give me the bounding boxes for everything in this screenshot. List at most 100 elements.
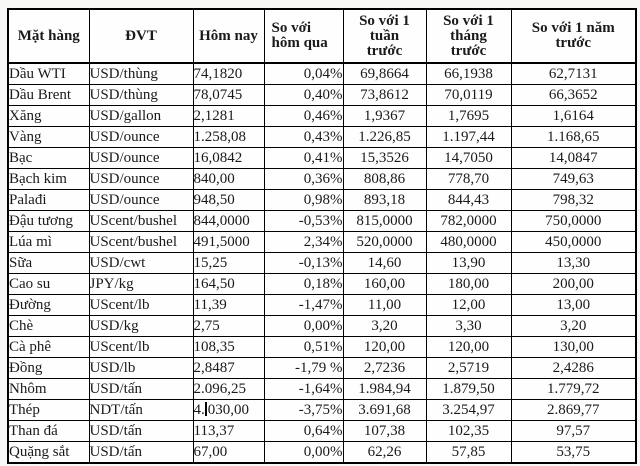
cell-commodity: Sữa — [7, 252, 90, 274]
cell-commodity: Quặng sắt — [7, 441, 90, 464]
cell-vs-yesterday: -0,13% — [263, 252, 344, 274]
cell-vs-month: 14,7050 — [425, 147, 512, 169]
table-row: Palađi USD/ounce 948,50 0,98% 893,18 844,43 79… — [7, 189, 637, 211]
cell-unit: USD/ounce — [88, 126, 194, 148]
cell-vs-year: 798,32 — [510, 189, 637, 211]
cell-vs-month: 1.879,50 — [425, 378, 512, 400]
table-row: Xăng USD/gallon 2,1281 0,46% 1,9367 1,7695 1,6… — [7, 105, 637, 127]
cell-vs-year: 66,3652 — [510, 84, 637, 106]
cell-vs-month: 2,5719 — [425, 357, 512, 379]
cell-vs-month: 70,0119 — [425, 84, 512, 106]
cell-unit: USD/thùng — [88, 62, 194, 85]
cell-today: 74,1820 — [192, 62, 265, 85]
table-row: Bạc USD/ounce 16,0842 0,41% 15,3526 14,7050 14… — [7, 147, 637, 169]
cell-unit: USD/tấn — [88, 420, 194, 442]
cell-vs-week: 3,20 — [342, 315, 427, 337]
cell-vs-yesterday: 0,04% — [263, 62, 344, 85]
cell-commodity: Vàng — [7, 126, 90, 148]
column-header-today: Hôm nay — [192, 8, 265, 64]
cell-vs-week: 11,00 — [342, 294, 427, 316]
cell-vs-week: 1,9367 — [342, 105, 427, 127]
table-row: Nhôm USD/tấn 2.096,25 -1,64% 1.984,94 1.879,5… — [7, 378, 637, 400]
cell-vs-month: 1,7695 — [425, 105, 512, 127]
cell-vs-yesterday: 0,00% — [263, 315, 344, 337]
cell-vs-yesterday: -1,79 % — [263, 357, 344, 379]
cell-unit: USD/cwt — [88, 252, 194, 274]
table-row: Cao su JPY/kg 164,50 0,18% 160,00 180,00 200,0… — [7, 273, 637, 295]
cell-unit: USD/tấn — [88, 378, 194, 400]
column-header-vs-year: So với 1 năm trước — [510, 8, 637, 64]
cell-vs-year: 1.168,65 — [510, 126, 637, 148]
cell-vs-month: 480,0000 — [425, 231, 512, 253]
cell-unit: USD/tấn — [88, 441, 194, 464]
cell-unit: UScent/lb — [88, 294, 194, 316]
cell-today: 78,0745 — [192, 84, 265, 106]
cell-vs-year: 450,0000 — [510, 231, 637, 253]
cell-vs-year: 750,0000 — [510, 210, 637, 232]
cell-vs-month: 1.197,44 — [425, 126, 512, 148]
cell-vs-year: 53,75 — [510, 441, 637, 464]
cell-vs-yesterday: 0,40% — [263, 84, 344, 106]
cell-unit: UScent/lb — [88, 336, 194, 358]
cell-vs-month: 57,85 — [425, 441, 512, 464]
cell-vs-yesterday: 0,41% — [263, 147, 344, 169]
cell-commodity: Palađi — [7, 189, 90, 211]
cell-vs-week: 107,38 — [342, 420, 427, 442]
cell-commodity: Xăng — [7, 105, 90, 127]
cell-vs-year: 3,20 — [510, 315, 637, 337]
cell-commodity: Chè — [7, 315, 90, 337]
table-row: Đồng USD/lb 2,8487 -1,79 % 2,7236 2,5719 2,428… — [7, 357, 637, 379]
cell-vs-week: 160,00 — [342, 273, 427, 295]
cell-vs-week: 808,86 — [342, 168, 427, 190]
cell-vs-week: 62,26 — [342, 441, 427, 464]
cell-vs-yesterday: 2,34% — [263, 231, 344, 253]
cell-vs-week: 815,0000 — [342, 210, 427, 232]
cell-vs-yesterday: -0,53% — [263, 210, 344, 232]
cell-today: 15,25 — [192, 252, 265, 274]
cell-unit: USD/ounce — [88, 147, 194, 169]
cell-commodity: Nhôm — [7, 378, 90, 400]
table-row: Cà phê UScent/lb 108,35 0,51% 120,00 120,00 13… — [7, 336, 637, 358]
cell-vs-week: 73,8612 — [342, 84, 427, 106]
cell-today: 164,50 — [192, 273, 265, 295]
cell-vs-yesterday: 0,36% — [263, 168, 344, 190]
cell-today: 108,35 — [192, 336, 265, 358]
cell-vs-year: 1.779,72 — [510, 378, 637, 400]
cell-commodity: Thép — [7, 399, 90, 421]
cell-commodity: Đường — [7, 294, 90, 316]
cell-vs-week: 1.226,85 — [342, 126, 427, 148]
cell-today: 948,50 — [192, 189, 265, 211]
cell-vs-week: 15,3526 — [342, 147, 427, 169]
cell-unit: UScent/bushel — [88, 231, 194, 253]
cell-unit: USD/kg — [88, 315, 194, 337]
cell-vs-year: 2,4286 — [510, 357, 637, 379]
cell-today: 2.096,25 — [192, 378, 265, 400]
cell-vs-week: 1.984,94 — [342, 378, 427, 400]
cell-commodity: Lúa mì — [7, 231, 90, 253]
cell-vs-year: 13,30 — [510, 252, 637, 274]
cell-vs-week: 520,0000 — [342, 231, 427, 253]
table-row: Quặng sắt USD/tấn 67,00 0,00% 62,26 57,85 53,7… — [7, 441, 637, 464]
cell-today: 491,5000 — [192, 231, 265, 253]
cell-vs-yesterday: -1,64% — [263, 378, 344, 400]
cell-unit: JPY/kg — [88, 273, 194, 295]
column-header-vs-yesterday: So với hôm qua — [263, 8, 344, 64]
cell-unit: USD/ounce — [88, 189, 194, 211]
header-row: Mặt hàng ĐVT Hôm nay So với hôm qua So v… — [7, 8, 637, 64]
cell-vs-yesterday: 0,51% — [263, 336, 344, 358]
cell-vs-year: 13,00 — [510, 294, 637, 316]
cell-vs-month: 102,35 — [425, 420, 512, 442]
cell-vs-week: 14,60 — [342, 252, 427, 274]
cell-today: 840,00 — [192, 168, 265, 190]
table-row: Thép NDT/tấn 4. 030,00 -3,75% 3.691,68 3.254,9… — [7, 399, 637, 421]
cell-commodity: Bạch kim — [7, 168, 90, 190]
cell-vs-year: 1,6164 — [510, 105, 637, 127]
cell-vs-week: 120,00 — [342, 336, 427, 358]
cell-vs-yesterday: 0,18% — [263, 273, 344, 295]
cell-vs-month: 120,00 — [425, 336, 512, 358]
table-header: Mặt hàng ĐVT Hôm nay So với hôm qua So v… — [7, 8, 637, 64]
cell-vs-year: 2.869,77 — [510, 399, 637, 421]
cell-vs-month: 66,1938 — [425, 62, 512, 85]
column-header-vs-month: So với 1 tháng trước — [425, 8, 512, 64]
